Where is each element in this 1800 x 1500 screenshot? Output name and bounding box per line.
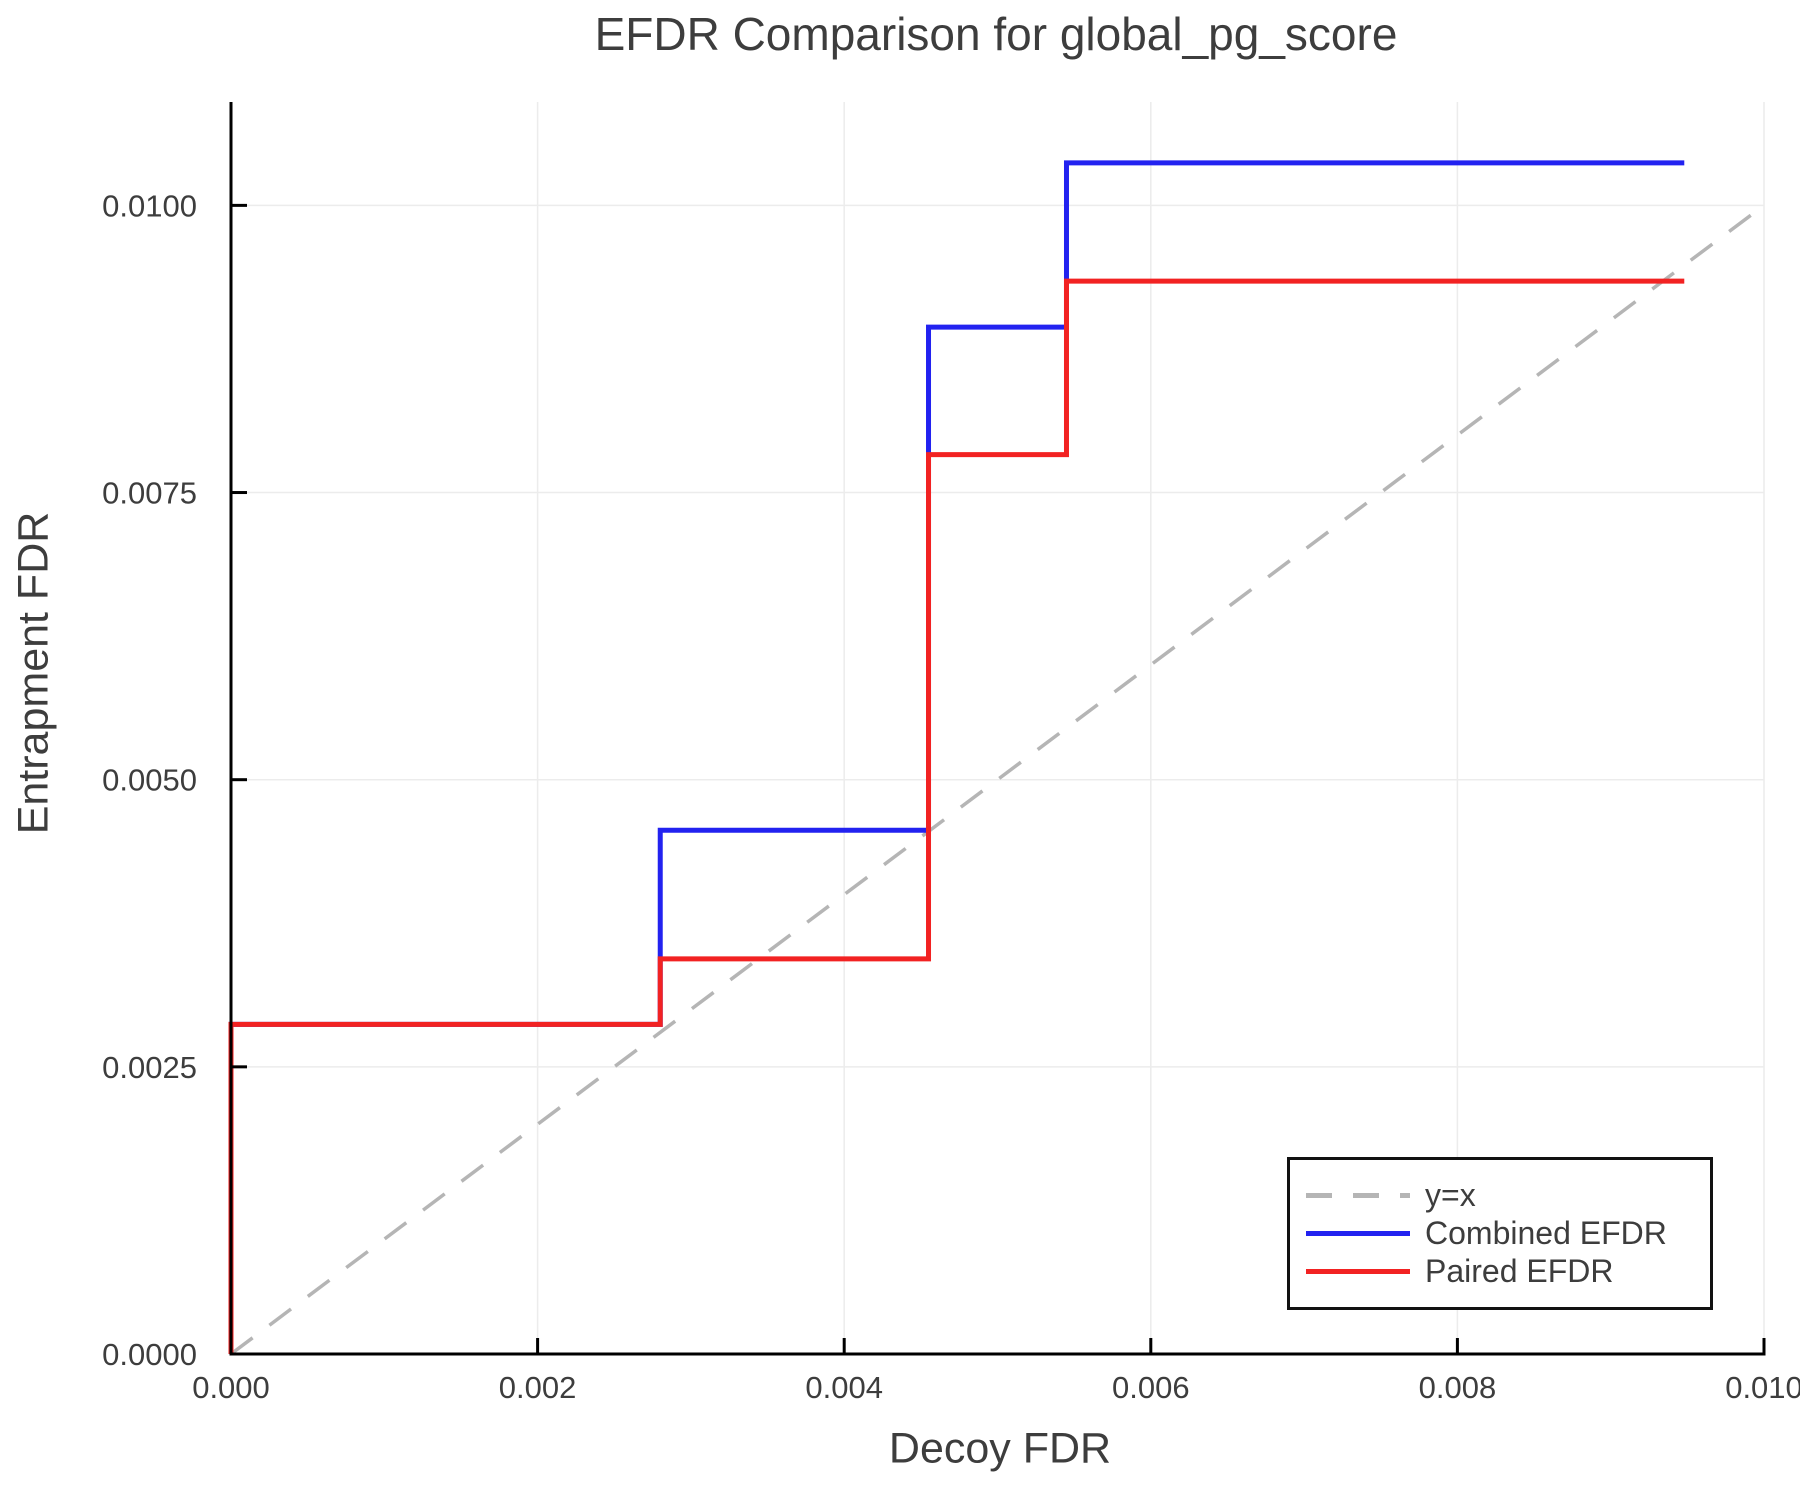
x-axis-label: Decoy FDR: [888, 1424, 1112, 1473]
y-axis-label: Entrapment FDR: [9, 511, 58, 835]
y-tick-label: 0.0025: [102, 1050, 197, 1085]
y-tick-label: 0.0050: [102, 763, 197, 798]
legend: y=x Combined EFDR Paired EFDR: [1287, 1157, 1713, 1310]
x-tick-label: 0.006: [1112, 1370, 1190, 1405]
legend-red-line-sample: [1306, 1268, 1410, 1274]
x-tick-label: 0.008: [1419, 1370, 1497, 1405]
chart-title: EFDR Comparison for global_pg_score: [594, 8, 1398, 60]
x-tick-label: 0.010: [1725, 1370, 1800, 1405]
x-tick-label: 0.004: [805, 1370, 883, 1405]
reference-line-y-equals-x: [229, 203, 1766, 1356]
legend-blue-line-sample: [1306, 1230, 1410, 1236]
series-line-paired-efdr: [228, 278, 1685, 1354]
y-tick-label: 0.0075: [102, 476, 197, 511]
legend-item-paired-efdr: Paired EFDR: [1306, 1252, 1710, 1290]
y-tick-label: 0.0100: [102, 188, 197, 223]
legend-item-label: y=x: [1425, 1177, 1476, 1213]
y-tick-label: 0.0000: [102, 1337, 197, 1372]
legend-dashed-line-sample: [1306, 1192, 1410, 1198]
legend-item-label: Paired EFDR: [1425, 1253, 1614, 1289]
x-tick-label: 0.000: [192, 1370, 270, 1405]
legend-item-yx: y=x: [1306, 1176, 1710, 1214]
x-tick-label: 0.002: [499, 1370, 577, 1405]
legend-item-combined-efdr: Combined EFDR: [1306, 1214, 1710, 1252]
legend-item-label: Combined EFDR: [1425, 1215, 1667, 1251]
